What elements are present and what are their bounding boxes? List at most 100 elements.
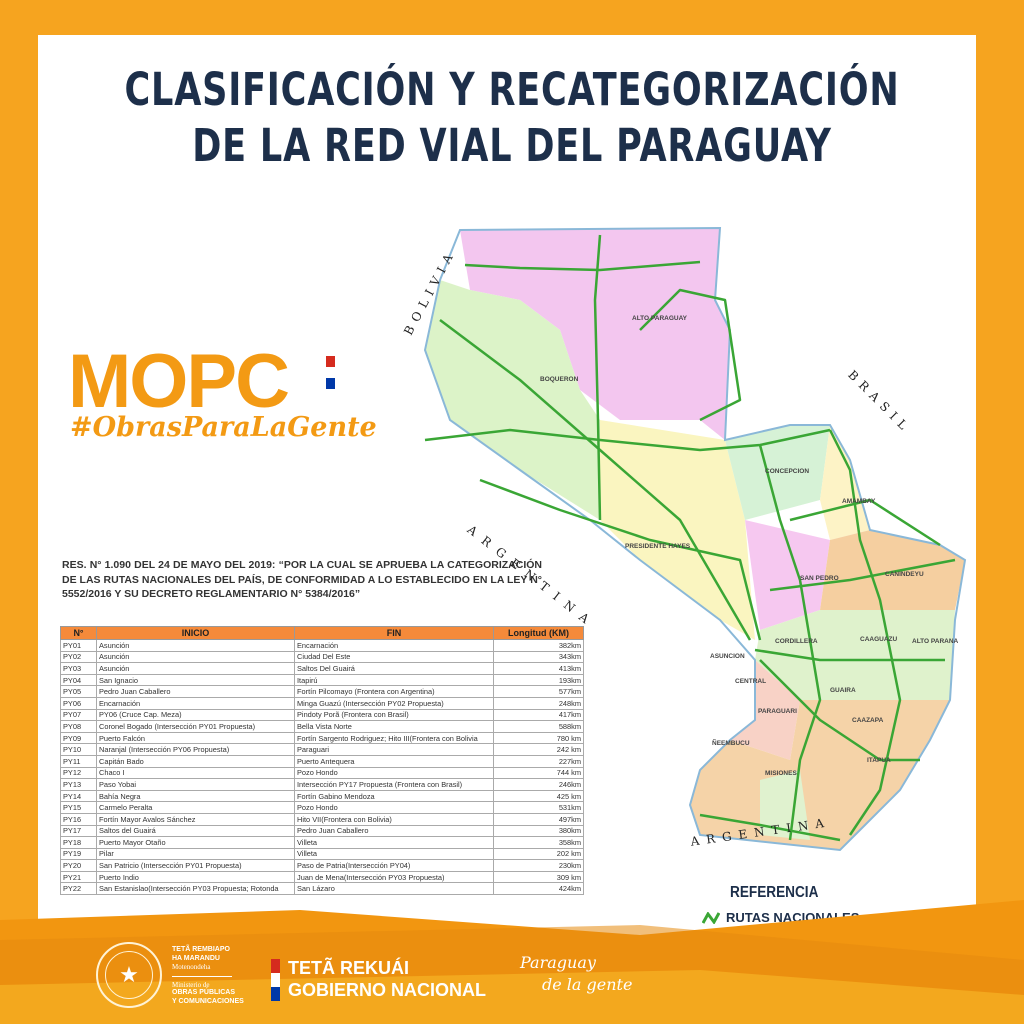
table-cell: 425 km: [493, 789, 584, 803]
legend-title: REFERENCIA: [730, 884, 819, 901]
region-san-pedro: [745, 520, 830, 630]
table-cell: Coronel Bogado (Intersección PY01 Propue…: [96, 720, 295, 733]
table-cell: Pedro Juan Caballero: [96, 685, 295, 698]
table-row: PY21 Puerto Indio Juan de Mena(Intersecció…: [60, 870, 584, 884]
column-header: Longitud (KM): [493, 626, 584, 640]
table-row: PY22 San Estanislao(Intersección PY03 Pro…: [60, 882, 584, 896]
table-row: PY05 Pedro Juan Caballero Fortín Pilcomayo…: [60, 685, 584, 698]
table-cell: 193km: [493, 673, 584, 687]
ministry-logo-text: TETÃ REMBIAPO HA MARANDU Motenondeha Minis…: [172, 946, 244, 1005]
table-cell: PY03: [60, 662, 97, 675]
table-cell: Juan de Mena(Intersección PY03 Propuesta…: [294, 870, 494, 884]
national-roads: [424, 234, 956, 842]
table-cell: 382km: [493, 639, 584, 652]
dept-label: ALTO PARAGUAY: [632, 315, 688, 322]
table-row: PY08 Coronel Bogado (Intersección PY01 Pr…: [60, 720, 584, 733]
region-caaguazu: [755, 610, 955, 700]
dept-label: CONCEPCION: [765, 468, 809, 475]
region-canindeyu: [820, 530, 965, 610]
table-cell: San Ignacio: [96, 673, 295, 687]
routes-table: N° INICIO FIN Longitud (KM) PY01 Asunción Enc…: [60, 626, 584, 896]
dept-label: CAAGUAZU: [860, 636, 897, 643]
table-row: PY12 Chaco I Pozo Hondo 744 km: [60, 766, 584, 780]
table-cell: 309 km: [493, 870, 584, 884]
table-cell: Villeta: [294, 847, 494, 861]
table-cell: Paso Yobai: [96, 778, 295, 791]
table-cell: 358km: [493, 836, 584, 849]
dept-label: ITAPUA: [867, 757, 891, 764]
table-cell: 227km: [493, 754, 584, 768]
dept-label: ASUNCION: [710, 653, 745, 660]
flag-icon: [271, 959, 280, 1001]
column-header: FIN: [294, 626, 494, 640]
table-cell: 230km: [493, 859, 584, 872]
table-cell: San Estanislao(Intersección PY03 Propues…: [96, 882, 295, 896]
region-south: [690, 700, 950, 850]
table-cell: PY04: [60, 673, 97, 687]
table-cell: PY07: [60, 708, 97, 722]
table-cell: Intersección PY17 Propuesta (Frontera co…: [294, 778, 494, 791]
table-cell: 780 km: [493, 731, 584, 745]
table-cell: 744 km: [493, 766, 584, 780]
table-cell: PY20: [60, 859, 97, 872]
page-title: CLASIFICACIÓN Y RECATEGORIZACIÓN DE LA RE…: [124, 63, 900, 172]
table-cell: PY17: [60, 824, 97, 838]
table-cell: Bahía Negra: [96, 789, 295, 803]
table-row: PY03 Asunción Saltos Del Guairá 413km: [60, 662, 584, 675]
table-cell: 380km: [493, 824, 584, 838]
region-concepcion: [725, 425, 830, 520]
table-cell: Pedro Juan Caballero: [294, 824, 494, 838]
table-cell: PY22: [60, 882, 97, 896]
table-cell: 246km: [493, 778, 584, 791]
table-row: PY02 Asunción Ciudad Del Este 343km: [60, 650, 584, 664]
table-cell: PY01: [60, 639, 97, 652]
table-cell: Asunción: [96, 639, 295, 652]
dept-label: BOQUERON: [540, 376, 579, 383]
table-cell: San Patricio (Intersección PY01 Propuest…: [96, 859, 295, 872]
table-cell: Fortín Pilcomayo (Frontera con Argentina…: [294, 685, 494, 698]
table-cell: 588km: [493, 720, 584, 733]
region-amambay: [820, 425, 870, 540]
government-logo-text: TETÃ REKUÁI GOBIERNO NACIONAL: [288, 958, 486, 1000]
region-presidente-hayes: [600, 420, 755, 640]
table-row: PY11 Capitán Bado Puerto Antequera 227km: [60, 754, 584, 768]
region-central: [730, 660, 800, 760]
table-cell: Puerto Falcón: [96, 731, 295, 745]
table-cell: PY09: [60, 731, 97, 745]
table-cell: PY06 (Cruce Cap. Meza): [96, 708, 295, 722]
table-cell: Chaco I: [96, 766, 295, 780]
table-cell: 413km: [493, 662, 584, 675]
mopc-logo: MOPC: [68, 339, 290, 424]
table-cell: 531km: [493, 801, 584, 814]
table-row: PY18 Puerto Mayor Otaño Villeta 358km: [60, 836, 584, 849]
table-cell: Paso de Patria(Intersección PY04): [294, 859, 494, 872]
table-cell: 497km: [493, 812, 584, 826]
table-row: PY14 Bahía Negra Fortín Gabino Mendoza 425 …: [60, 789, 584, 803]
dept-label: CANINDEYU: [885, 571, 924, 578]
dept-label: AMAMBAY: [842, 498, 876, 505]
table-cell: PY11: [60, 754, 97, 768]
table-cell: Pindoty Porã (Frontera con Brasil): [294, 708, 494, 722]
table-cell: Asunción: [96, 650, 295, 664]
table-row: PY09 Puerto Falcón Fortín Sargento Rodrigu…: [60, 731, 584, 745]
table-cell: PY21: [60, 870, 97, 884]
table-cell: 417km: [493, 708, 584, 722]
table-cell: PY12: [60, 766, 97, 780]
table-cell: Puerto Mayor Otaño: [96, 836, 295, 849]
table-cell: PY05: [60, 685, 97, 698]
resolution-text: RES. N° 1.090 DEL 24 DE MAYO DEL 2019: “…: [62, 559, 542, 600]
table-cell: PY14: [60, 789, 97, 803]
table-cell: 577km: [493, 685, 584, 698]
footer-band: [0, 900, 1024, 1024]
dept-label: MISIONES: [765, 770, 797, 777]
table-row: PY17 Saltos del Guairá Pedro Juan Caballer…: [60, 824, 584, 838]
dept-label: SAN PEDRO: [800, 575, 839, 582]
table-cell: Puerto Indio: [96, 870, 295, 884]
dept-label: CORDILLERA: [775, 638, 818, 645]
road-line-icon: [702, 911, 720, 924]
table-cell: PY06: [60, 696, 97, 710]
dept-label: GUAIRA: [830, 687, 856, 694]
table-cell: PY19: [60, 847, 97, 861]
table-cell: Puerto Antequera: [294, 754, 494, 768]
dept-label: CENTRAL: [735, 678, 766, 685]
